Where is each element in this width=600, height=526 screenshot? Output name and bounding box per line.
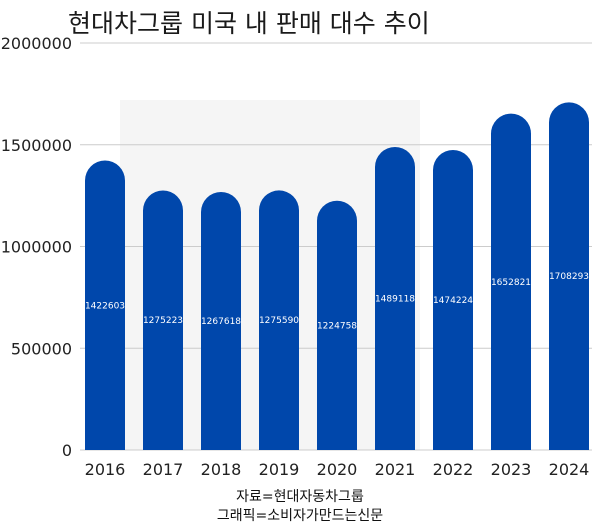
x-tick-label: 2017 [143,460,184,479]
x-tick-label: 2022 [433,460,474,479]
bar-value-label: 1474224 [433,296,473,306]
x-tick-label: 2018 [201,460,242,479]
bar-value-label: 1224758 [317,321,357,331]
x-tick-label: 2024 [549,460,590,479]
bars [85,102,589,451]
bar-value-label: 1422603 [85,301,125,311]
bar-2021 [375,146,415,451]
x-tick-label: 2023 [491,460,532,479]
bar-2022 [433,149,473,450]
y-tick-label: 2000000 [1,34,72,53]
y-tick-label: 1000000 [1,238,72,257]
chart-title: 현대차그룹 미국 내 판매 대수 추이 [68,9,430,38]
y-axis-ticks: 0 500000 1000000 1500000 2000000 [1,34,72,460]
bar-2016 [85,160,125,450]
bar-2018 [201,192,241,450]
bar-2019 [259,190,299,450]
data-source-text: 자료=현대자동차그룹 [236,489,364,505]
x-tick-label: 2021 [375,460,416,479]
bar-value-label: 1652821 [491,278,531,288]
bar-2024 [549,102,589,451]
bar-value-labels: 1422603 1275223 1267618 1275590 1224758 14891… [85,272,589,331]
bar-value-label: 1275590 [259,316,299,326]
bar-value-label: 1708293 [549,272,589,282]
x-tick-label: 2016 [85,460,126,479]
graphic-credit-text: 그래픽=소비자가만드는신문 [216,508,384,524]
bar-value-label: 1489118 [375,294,415,304]
bar-value-label: 1275223 [143,316,183,326]
x-tick-label: 2020 [317,460,358,479]
y-tick-label: 500000 [11,339,72,358]
y-tick-label: 0 [62,441,72,460]
bar-2023 [491,113,531,450]
source-credit: 자료=현대자동차그룹 그래픽=소비자가만드는신문 [0,488,600,526]
x-tick-label: 2019 [259,460,300,479]
bar-2020 [317,200,357,450]
bar-2017 [143,190,183,450]
bar-value-label: 1267618 [201,317,241,327]
y-tick-label: 1500000 [1,136,72,155]
x-axis-ticks: 2016 2017 2018 2019 2020 2021 2022 2023 2024 [85,460,590,479]
